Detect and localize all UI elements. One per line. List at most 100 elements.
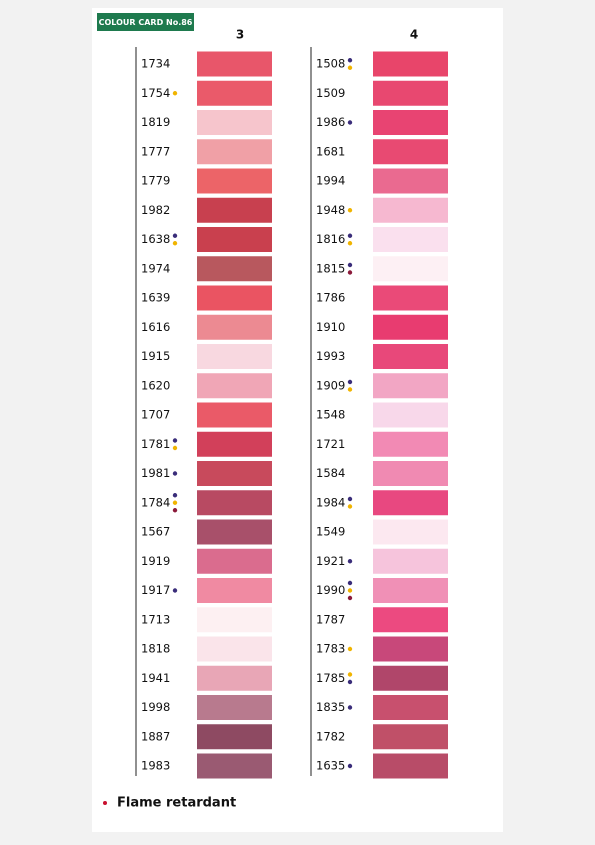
badge bbox=[97, 13, 194, 31]
property-dot bbox=[347, 270, 353, 275]
property-dot bbox=[347, 387, 353, 392]
thread-code: 1983 bbox=[141, 759, 170, 773]
colour-swatch bbox=[197, 227, 272, 252]
colour-swatch bbox=[373, 753, 448, 779]
thread-code: 1921 bbox=[316, 554, 345, 568]
colour-swatch bbox=[197, 256, 272, 282]
colour-swatch bbox=[373, 373, 448, 399]
property-dot bbox=[347, 65, 353, 70]
colour-swatch bbox=[373, 461, 448, 486]
thread-code: 1982 bbox=[141, 203, 170, 217]
colour-swatch bbox=[373, 285, 448, 311]
colour-swatch bbox=[197, 665, 272, 691]
colour-swatch bbox=[373, 110, 448, 135]
thread-code: 1508 bbox=[316, 57, 345, 71]
colour-swatch bbox=[197, 607, 272, 633]
colour-swatch bbox=[373, 139, 448, 165]
colour-swatch bbox=[197, 285, 272, 311]
colour-swatch bbox=[373, 227, 448, 252]
property-dot bbox=[347, 672, 353, 677]
thread-code: 1777 bbox=[141, 144, 170, 158]
property-dot bbox=[347, 233, 353, 238]
thread-code: 1781 bbox=[141, 437, 170, 451]
thread-code: 1549 bbox=[316, 525, 345, 539]
colour-swatch bbox=[197, 314, 272, 340]
property-dot bbox=[347, 241, 353, 246]
colour-swatch bbox=[197, 695, 272, 720]
colour-swatch bbox=[197, 548, 272, 574]
badge-text: COLOUR CARD No.86 bbox=[99, 18, 193, 27]
property-dot bbox=[172, 588, 178, 593]
colour-swatch bbox=[373, 607, 448, 633]
colour-swatch bbox=[197, 636, 272, 662]
thread-code: 1915 bbox=[141, 349, 170, 363]
property-dot bbox=[172, 91, 178, 96]
thread-code: 1994 bbox=[316, 174, 345, 188]
colour-swatch bbox=[373, 519, 448, 545]
thread-code: 1819 bbox=[141, 115, 170, 129]
colour-swatch bbox=[373, 402, 448, 428]
thread-code: 1974 bbox=[141, 261, 170, 275]
property-dot bbox=[347, 559, 353, 564]
thread-code: 1707 bbox=[141, 408, 170, 422]
thread-code: 1887 bbox=[141, 729, 170, 743]
colour-swatch bbox=[197, 431, 272, 457]
thread-code: 1917 bbox=[141, 583, 170, 597]
thread-code: 1635 bbox=[316, 759, 345, 773]
thread-code: 1990 bbox=[316, 583, 345, 597]
property-dot bbox=[347, 679, 353, 685]
colour-swatch bbox=[373, 548, 448, 574]
property-dot bbox=[347, 379, 353, 385]
thread-code: 1993 bbox=[316, 349, 345, 363]
colour-swatch bbox=[197, 402, 272, 428]
colour-swatch bbox=[373, 431, 448, 457]
property-dot bbox=[347, 504, 353, 509]
colour-swatch bbox=[197, 519, 272, 545]
colour-swatch bbox=[197, 373, 272, 399]
property-dot bbox=[172, 493, 178, 498]
property-dot bbox=[172, 438, 178, 443]
thread-code: 1816 bbox=[316, 232, 345, 246]
colour-swatch bbox=[197, 461, 272, 486]
property-dot bbox=[347, 262, 353, 268]
colour-swatch bbox=[373, 490, 448, 516]
thread-code: 1783 bbox=[316, 642, 345, 656]
colour-swatch bbox=[373, 314, 448, 340]
column-header: 3 bbox=[236, 28, 244, 42]
property-dot bbox=[347, 208, 353, 213]
colour-swatch bbox=[197, 80, 272, 106]
thread-code: 1681 bbox=[316, 144, 345, 158]
property-dot bbox=[172, 500, 178, 505]
thread-code: 1948 bbox=[316, 203, 345, 217]
property-dot bbox=[347, 58, 353, 63]
colour-swatch bbox=[373, 344, 448, 369]
thread-code: 1548 bbox=[316, 408, 345, 422]
colour-swatch bbox=[197, 139, 272, 165]
colour-swatch bbox=[197, 168, 272, 194]
thread-code: 1998 bbox=[141, 700, 170, 714]
colour-swatch bbox=[373, 578, 448, 603]
legend-label: Flame retardant bbox=[117, 796, 236, 811]
colour-swatch bbox=[373, 256, 448, 282]
colour-swatch bbox=[197, 724, 272, 750]
thread-code: 1785 bbox=[316, 671, 345, 685]
colour-swatch bbox=[197, 197, 272, 223]
thread-code: 1786 bbox=[316, 291, 345, 305]
property-dot bbox=[347, 120, 353, 125]
thread-code: 1919 bbox=[141, 554, 170, 568]
property-dot bbox=[347, 763, 353, 769]
colour-swatch bbox=[197, 753, 272, 779]
colour-swatch bbox=[197, 51, 272, 77]
property-dot bbox=[347, 496, 353, 502]
thread-code: 1815 bbox=[316, 261, 345, 275]
thread-code: 1941 bbox=[141, 671, 170, 685]
thread-code: 1779 bbox=[141, 174, 170, 188]
colour-swatch bbox=[373, 51, 448, 77]
thread-code: 1734 bbox=[141, 57, 170, 71]
colour-swatch bbox=[373, 80, 448, 106]
column-header: 4 bbox=[410, 28, 418, 42]
property-dot bbox=[347, 705, 353, 710]
thread-code: 1584 bbox=[316, 466, 345, 480]
colour-swatch bbox=[197, 110, 272, 135]
